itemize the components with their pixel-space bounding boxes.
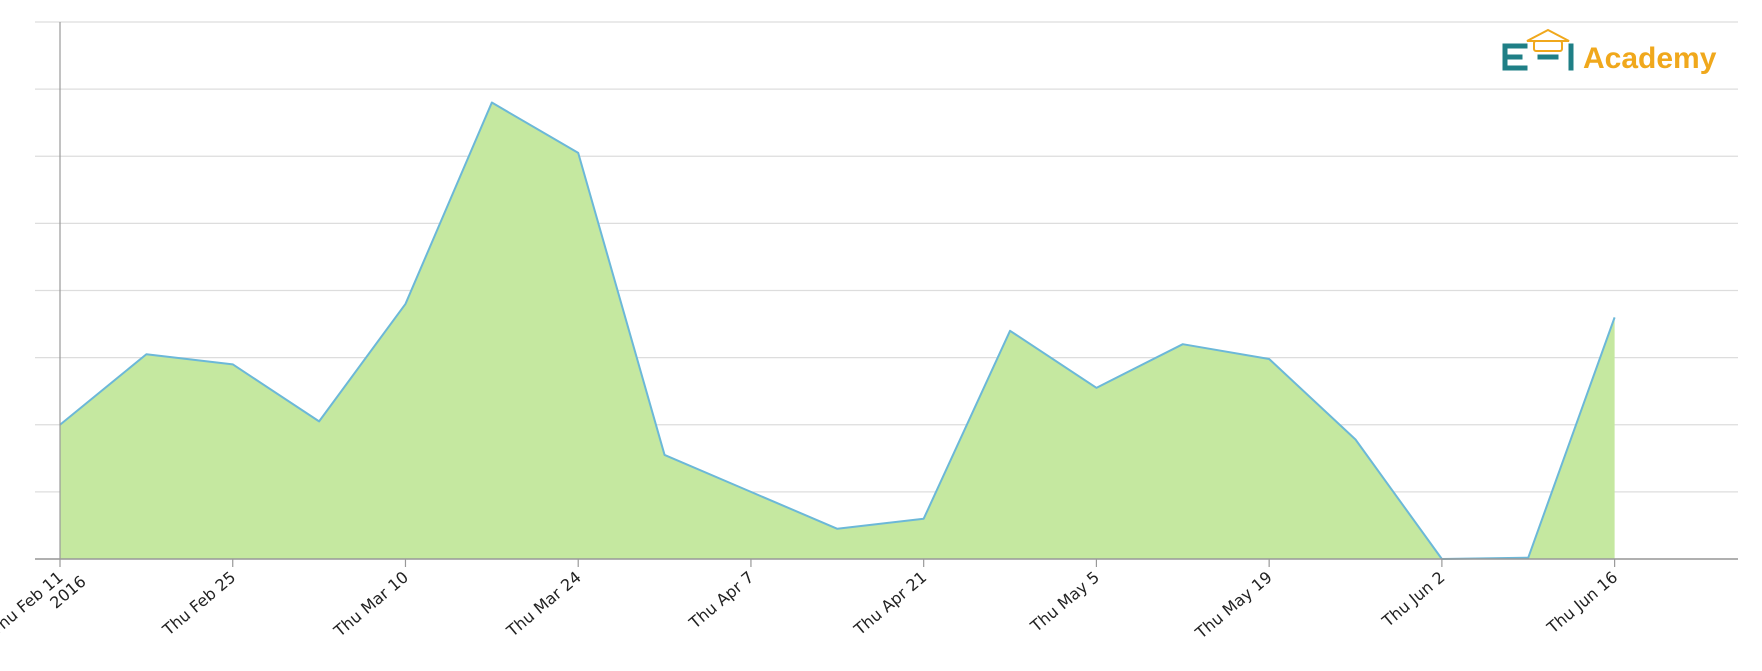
x-tick-label: Thu May 19 (1191, 568, 1276, 643)
data-point[interactable] (402, 301, 408, 307)
data-point[interactable] (1266, 356, 1272, 362)
x-tick-label-group: Thu Apr 7 (685, 568, 758, 633)
brand-name: Academy (1583, 42, 1717, 75)
x-tick-label: Thu Jun 16 (1543, 568, 1622, 638)
series-line (59, 101, 1616, 560)
x-tick-label: Thu May 5 (1026, 568, 1103, 637)
academy-logo-icon (1502, 28, 1574, 71)
data-point[interactable] (316, 418, 322, 424)
data-point[interactable] (230, 361, 236, 367)
x-tick-label-group: Thu Jun 2 (1378, 568, 1449, 632)
data-point[interactable] (1180, 341, 1186, 347)
data-point[interactable] (1007, 328, 1013, 334)
x-tick-label: Thu Jun 2 (1378, 568, 1449, 632)
data-point[interactable] (748, 489, 754, 495)
x-tick-label: Thu Mar 24 (502, 568, 585, 642)
x-tick-label: Thu Apr 7 (685, 568, 758, 633)
x-tick-label-group: Thu Mar 10 (330, 568, 413, 642)
data-point[interactable] (1612, 314, 1618, 320)
x-tick-label-group: Thu May 5 (1026, 568, 1103, 637)
data-point[interactable] (1525, 555, 1531, 561)
data-point[interactable] (834, 526, 840, 532)
x-tick-label-group: Thu Apr 21 (850, 568, 931, 640)
x-tick-label-group: Thu May 19 (1191, 568, 1276, 643)
area-fill (60, 102, 1615, 560)
data-point[interactable] (143, 351, 149, 357)
data-point[interactable] (1093, 385, 1099, 391)
x-tick-label-group: Thu Jun 16 (1543, 568, 1622, 638)
axis-layer (35, 22, 1738, 560)
data-point[interactable] (489, 100, 495, 106)
x-tick-label: Thu Mar 10 (330, 568, 413, 642)
x-tick-label-group: Thu Feb 25 (158, 568, 239, 640)
x-tick-label: Thu Apr 21 (850, 568, 931, 640)
brand-logo: Academy (1502, 28, 1717, 75)
data-point[interactable] (1353, 437, 1359, 443)
area-layer (59, 100, 1618, 561)
data-point[interactable] (662, 452, 668, 458)
x-tick-label-group: Thu Mar 24 (502, 568, 585, 642)
data-point[interactable] (575, 150, 581, 156)
x-tick-label: Thu Feb 25 (158, 568, 239, 640)
data-point[interactable] (921, 516, 927, 522)
